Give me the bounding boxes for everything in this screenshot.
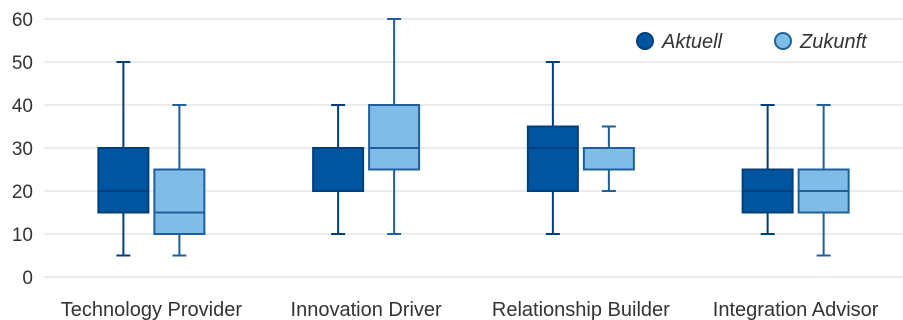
legend-marker [774, 32, 792, 50]
box-zukunft-0 [153, 104, 206, 257]
box-zukunft-2 [582, 125, 635, 192]
x-category-label: Innovation Driver [291, 299, 443, 320]
legend-item-zukunft: Zukunft [774, 31, 868, 53]
x-category-label: Integration Advisor [713, 299, 879, 320]
box-zukunft-3 [797, 104, 850, 257]
y-tick-label: 30 [12, 139, 33, 160]
box-zukunft-1 [368, 18, 421, 235]
y-tick-label: 60 [12, 10, 33, 31]
box-iqr [368, 104, 421, 171]
box-iqr [312, 147, 365, 192]
x-category-label: Relationship Builder [492, 299, 670, 320]
box-iqr [153, 168, 206, 235]
y-tick-label: 10 [12, 225, 33, 246]
box-aktuell-1 [312, 104, 365, 235]
y-axis: 0 10 20 30 40 50 60 [12, 10, 33, 289]
legend-marker [636, 32, 654, 50]
y-tick-label: 0 [22, 268, 33, 289]
legend-item-aktuell: Aktuell [636, 31, 723, 53]
x-category-label: Technology Provider [61, 299, 243, 320]
y-tick-label: 50 [12, 53, 33, 74]
box-iqr [582, 147, 635, 171]
box-series [97, 18, 850, 257]
box-aktuell-3 [741, 104, 794, 235]
gridlines [44, 18, 903, 278]
x-axis: Technology Provider Innovation Driver Rela… [61, 299, 879, 320]
y-tick-label: 40 [12, 96, 33, 117]
legend-label: Zukunft [799, 31, 868, 53]
y-tick-label: 20 [12, 182, 33, 203]
legend-label: Aktuell [661, 31, 723, 53]
box-aktuell-2 [526, 61, 579, 235]
legend: Aktuell Zukunft [636, 31, 868, 53]
box-aktuell-0 [97, 61, 150, 257]
box-iqr [97, 147, 150, 214]
box-iqr [526, 125, 579, 192]
